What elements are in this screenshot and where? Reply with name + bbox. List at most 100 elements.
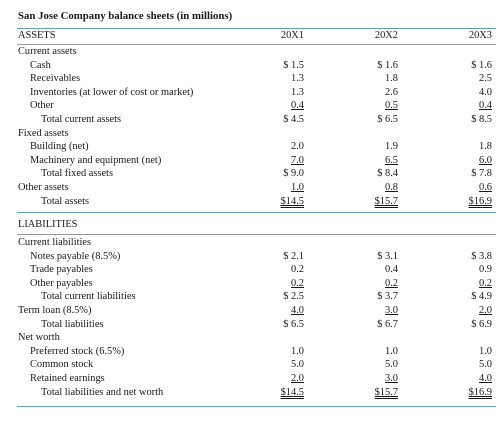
value-3: 2.5 (479, 73, 492, 85)
value-3: $ 4.9 (471, 291, 492, 303)
value-2: 0.8 (385, 182, 398, 193)
row-label: Total liabilities and net worth (41, 386, 164, 398)
value-2: 0.4 (385, 264, 398, 276)
value-3: 1.0 (479, 345, 492, 357)
row-total-current-liabilities: Total current liabilities $ 2.5 $ 3.7 $ 4.9 (0, 291, 504, 303)
row-total-fixed-assets: Total fixed assets $ 9.0 $ 8.4 $ 7.8 (0, 168, 504, 180)
row-label: Current assets (18, 46, 77, 57)
row-label: Trade payables (30, 264, 93, 276)
row-other-assets: Other assets 1.0 0.8 0.6 (0, 182, 504, 194)
row-label: Fixed assets (18, 127, 69, 139)
row-inventories-at-lower-of-cost-or-market: Inventories (at lower of cost or market)… (0, 87, 504, 99)
row-label: Other assets (18, 182, 69, 193)
row-label: Current liabilities (18, 237, 92, 248)
value-3: $ 7.8 (471, 168, 492, 180)
value-2: 2.6 (385, 86, 398, 98)
value-3: 4.0 (479, 373, 492, 384)
liabilities-header-rule (17, 234, 496, 235)
row-label: Term loan (8.5%) (18, 305, 92, 316)
value-1: 0.4 (291, 100, 304, 112)
row-total-liabilities-and-net-worth: Total liabilities and net worth $14.5 $15.… (0, 387, 504, 399)
value-2: 0.5 (385, 100, 398, 112)
row-net-worth: Net worth (0, 332, 504, 344)
value-1: $14.5 (280, 195, 304, 207)
value-2: $ 8.4 (377, 168, 398, 180)
assets-heading: ASSETS (18, 30, 56, 41)
value-1: 1.3 (291, 86, 304, 98)
value-1: 0.2 (291, 264, 304, 276)
value-1: $ 2.1 (283, 250, 304, 262)
value-1: 7.0 (291, 154, 304, 166)
value-1: 2.0 (291, 373, 304, 384)
value-1: 1.3 (291, 73, 304, 85)
value-2: 5.0 (385, 359, 398, 371)
value-2: 1.9 (385, 141, 398, 153)
row-label: Receivables (30, 73, 81, 85)
row-label: Preferred stock (6.5%) (30, 345, 125, 357)
value-1: 5.0 (291, 359, 304, 371)
value-1: $ 2.5 (283, 291, 304, 303)
row-machinery-and-equipment-net: Machinery and equipment (net) 7.0 6.5 6.0 (0, 155, 504, 167)
row-label: Other (30, 100, 54, 112)
value-2: $ 1.6 (377, 59, 398, 71)
value-1: $ 6.5 (283, 318, 304, 330)
value-2: 3.0 (385, 305, 398, 316)
value-2: $15.7 (374, 195, 398, 207)
assets-header-row: ASSETS 20X1 20X2 20X3 (0, 30, 504, 42)
row-label: Retained earnings (30, 373, 105, 384)
value-3: $ 6.9 (471, 318, 492, 330)
value-1: 0.2 (291, 277, 304, 289)
value-3: 4.0 (479, 86, 492, 98)
value-3: $ 1.6 (471, 59, 492, 71)
row-total-liabilities: Total liabilities $ 6.5 $ 6.7 $ 6.9 (0, 319, 504, 331)
value-2: 1.0 (385, 345, 398, 357)
row-building-net: Building (net) 2.0 1.9 1.8 (0, 141, 504, 153)
value-2: $15.7 (374, 386, 398, 398)
row-cash: Cash $ 1.5 $ 1.6 $ 1.6 (0, 60, 504, 72)
value-3: $ 3.8 (471, 250, 492, 262)
value-1: $ 9.0 (283, 168, 304, 180)
value-3: 0.9 (479, 264, 492, 276)
assets-header-rule (17, 44, 496, 45)
row-other-payables: Other payables 0.2 0.2 0.2 (0, 278, 504, 290)
value-2: 1.8 (385, 73, 398, 85)
value-2: 0.2 (385, 277, 398, 289)
row-label: Notes payable (8.5%) (30, 250, 121, 262)
row-label: Other payables (30, 277, 93, 289)
row-label: Inventories (at lower of cost or market) (30, 86, 194, 98)
table-title: San Jose Company balance sheets (in mill… (18, 10, 233, 22)
row-fixed-assets: Fixed assets (0, 128, 504, 140)
value-1: 1.0 (291, 345, 304, 357)
value-2: 6.5 (385, 154, 398, 166)
row-label: Cash (30, 59, 51, 71)
row-receivables: Receivables 1.3 1.8 2.5 (0, 73, 504, 85)
value-1: $ 1.5 (283, 59, 304, 71)
value-1: $14.5 (280, 386, 304, 398)
year-header-1: 20X1 (280, 30, 304, 41)
row-current-assets: Current assets (0, 46, 504, 58)
row-total-assets: Total assets $14.5 $15.7 $16.9 (0, 196, 504, 208)
value-3: $16.9 (468, 195, 492, 207)
year-header-2: 20X2 (374, 30, 398, 41)
row-current-liabilities: Current liabilities (0, 237, 504, 249)
row-term-loan-8-5: Term loan (8.5%) 4.0 3.0 2.0 (0, 305, 504, 317)
row-notes-payable-8-5: Notes payable (8.5%) $ 2.1 $ 3.1 $ 3.8 (0, 251, 504, 263)
row-label: Total current assets (41, 114, 122, 125)
row-total-current-assets: Total current assets $ 4.5 $ 6.5 $ 8.5 (0, 114, 504, 126)
row-label: Building (net) (30, 141, 89, 153)
value-1: 1.0 (291, 182, 304, 193)
value-1: $ 4.5 (283, 114, 304, 125)
row-common-stock: Common stock 5.0 5.0 5.0 (0, 359, 504, 371)
value-2: $ 3.1 (377, 250, 398, 262)
row-label: Net worth (18, 332, 60, 344)
row-label: Common stock (30, 359, 94, 371)
value-3: 6.0 (479, 154, 492, 166)
row-label: Total assets (41, 195, 90, 207)
top-rule (17, 28, 496, 29)
row-label: Total fixed assets (41, 168, 113, 180)
liabilities-header-row: LIABILITIES (0, 219, 504, 231)
value-3: 1.8 (479, 141, 492, 153)
assets-section-end-rule (17, 212, 496, 213)
value-3: $ 8.5 (471, 114, 492, 125)
row-label: Total liabilities (41, 318, 104, 330)
